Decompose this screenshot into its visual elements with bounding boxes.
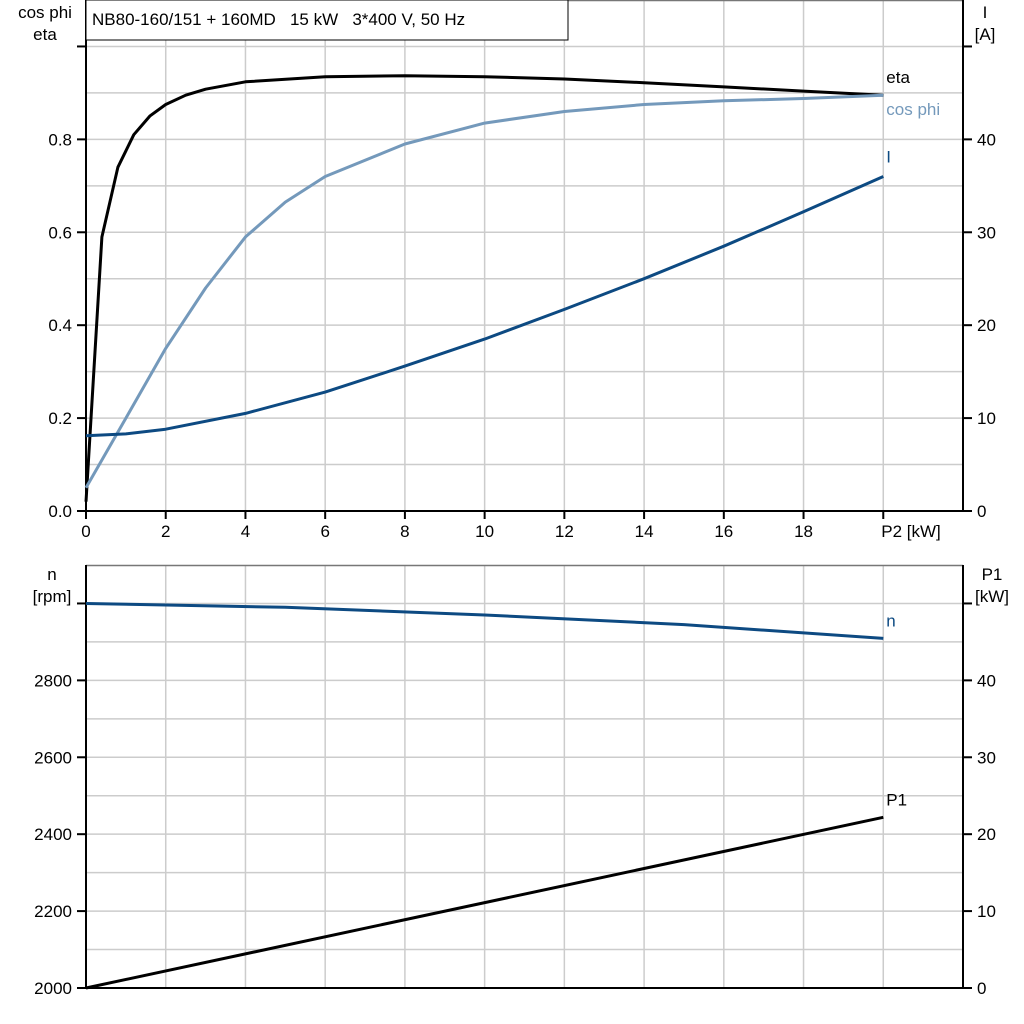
panel-1: [77, 0, 972, 519]
y-tick-label-right: 0: [977, 502, 986, 521]
x-tick-label: 0: [81, 522, 90, 541]
y-tick-label-right: 40: [977, 671, 996, 690]
y-tick-label-left: 2600: [34, 748, 72, 767]
y-axis-title-left: eta: [33, 25, 57, 44]
y-axis-title-right: [A]: [975, 25, 996, 44]
x-tick-label: 8: [400, 522, 409, 541]
y-tick-label-left: 0.6: [48, 223, 72, 242]
series-line-P1: [85, 815, 884, 990]
y-tick-label-right: 20: [977, 825, 996, 844]
series-label-P1: P1: [886, 790, 907, 809]
series-line-I: [85, 175, 884, 438]
y-tick-label-right: 10: [977, 902, 996, 921]
y-tick-label-right: 30: [977, 223, 996, 242]
title-box: [85, 0, 569, 41]
y-axis-title-right: [kW]: [975, 587, 1009, 606]
y-tick-label-left: 2400: [34, 825, 72, 844]
series-line-eta: [84, 74, 884, 502]
y-tick-label-left: 0.2: [48, 409, 72, 428]
y-tick-label-right: 0: [977, 979, 986, 998]
chart-title: NB80-160/151 + 160MD 15 kW 3*400 V, 50 H…: [92, 10, 465, 29]
series-label-cos-phi: cos phi: [886, 100, 940, 119]
x-tick-label: 12: [555, 522, 574, 541]
series-line-n: [85, 602, 884, 640]
series-label-eta: eta: [886, 68, 910, 87]
x-tick-label: 4: [241, 522, 250, 541]
y-tick-label-left: 0.0: [48, 502, 72, 521]
x-tick-label: 10: [475, 522, 494, 541]
x-tick-label: 14: [635, 522, 654, 541]
y-tick-label-right: 40: [977, 130, 996, 149]
panel-2: [77, 564, 972, 990]
y-axis-title-right: P1: [982, 565, 1003, 584]
x-tick-label: 6: [320, 522, 329, 541]
y-tick-label-left: 2800: [34, 671, 72, 690]
y-tick-label-left: 0.4: [48, 316, 72, 335]
y-tick-label-left: 2200: [34, 902, 72, 921]
y-axis-title-left: [rpm]: [33, 587, 72, 606]
x-tick-label: 16: [714, 522, 733, 541]
x-tick-label: 18: [794, 522, 813, 541]
y-tick-label-right: 20: [977, 316, 996, 335]
series-label-I: I: [886, 148, 891, 167]
series-label-n: n: [886, 611, 895, 630]
y-axis-title-left: cos phi: [18, 3, 72, 22]
x-tick-label: 2: [161, 522, 170, 541]
x-axis-title: P2 [kW]: [881, 522, 941, 541]
y-tick-label-right: 10: [977, 409, 996, 428]
y-tick-label-left: 2000: [34, 979, 72, 998]
y-axis-title-left: n: [47, 565, 56, 584]
y-tick-label-right: 30: [977, 748, 996, 767]
series-line-cos-phi: [84, 93, 884, 489]
y-tick-label-left: 0.8: [48, 130, 72, 149]
y-axis-title-right: I: [983, 3, 988, 22]
